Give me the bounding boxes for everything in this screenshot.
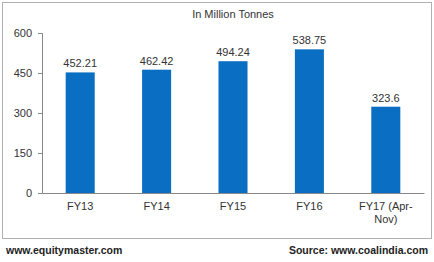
x-tick-label: FY14 [143, 200, 169, 212]
bar [295, 49, 324, 193]
plot-area: 0 150 300 450 600 FY13 FY14 FY15 FY16 FY17 (Apr-N… [14, 27, 425, 225]
data-label: 452.21 [63, 57, 97, 69]
x-tick: FY17 (Apr-Nov) [359, 200, 413, 225]
x-tick: FY16 [296, 200, 322, 212]
y-axis-line [38, 34, 43, 194]
bar [142, 70, 171, 193]
y-tick-mark [38, 153, 42, 154]
y-tick: 300 [14, 107, 42, 119]
chart-container: In Million Tonnes0150300450600FY13FY14FY… [0, 0, 434, 262]
y-tick-label: 450 [14, 67, 32, 79]
y-tick-label: 300 [14, 107, 32, 119]
x-axis: FY13 FY14 FY15 FY16 FY17 (Apr-Nov) [43, 194, 425, 226]
y-tick-label: 0 [26, 187, 32, 199]
y-tick-label: 600 [14, 27, 32, 39]
x-tick-label: FY15 [220, 200, 246, 212]
footer-note: www.equitymaster.com [5, 244, 122, 256]
data-label: 323.6 [372, 92, 400, 104]
data-label: 462.42 [140, 55, 174, 67]
bar [66, 72, 95, 193]
chart-svg: In Million Tonnes0150300450600FY13FY14FY… [0, 0, 434, 262]
data-labels: 452.21 462.42 494.24 538.75 323.6 [63, 34, 399, 103]
y-tick-label: 150 [14, 147, 32, 159]
y-axis: 0 150 300 450 600 [14, 27, 43, 199]
x-tick: FY15 [220, 200, 246, 212]
data-label: 494.24 [216, 46, 250, 58]
chart-frame [3, 3, 432, 239]
y-tick: 0 [26, 187, 42, 199]
footer-note: Source: www.coalindia.com [289, 244, 428, 256]
y-tick: 600 [14, 27, 42, 39]
y-tick-mark [38, 113, 42, 114]
data-label: 538.75 [293, 34, 327, 46]
x-axis-line [43, 193, 425, 194]
x-tick-label: FY17 (Apr-Nov) [359, 200, 413, 225]
y-tick-mark [38, 193, 42, 194]
x-tick-label: FY13 [67, 200, 93, 212]
x-tick: FY13 [67, 200, 93, 212]
bar [218, 61, 247, 193]
y-tick-mark [38, 73, 42, 74]
bar [371, 107, 400, 193]
y-tick: 150 [14, 147, 42, 159]
x-tick-label: FY16 [296, 200, 322, 212]
x-tick: FY14 [143, 200, 169, 212]
chart-title: In Million Tonnes [192, 8, 274, 20]
y-tick: 450 [14, 67, 42, 79]
bars [66, 49, 401, 193]
y-tick-mark [38, 33, 42, 34]
